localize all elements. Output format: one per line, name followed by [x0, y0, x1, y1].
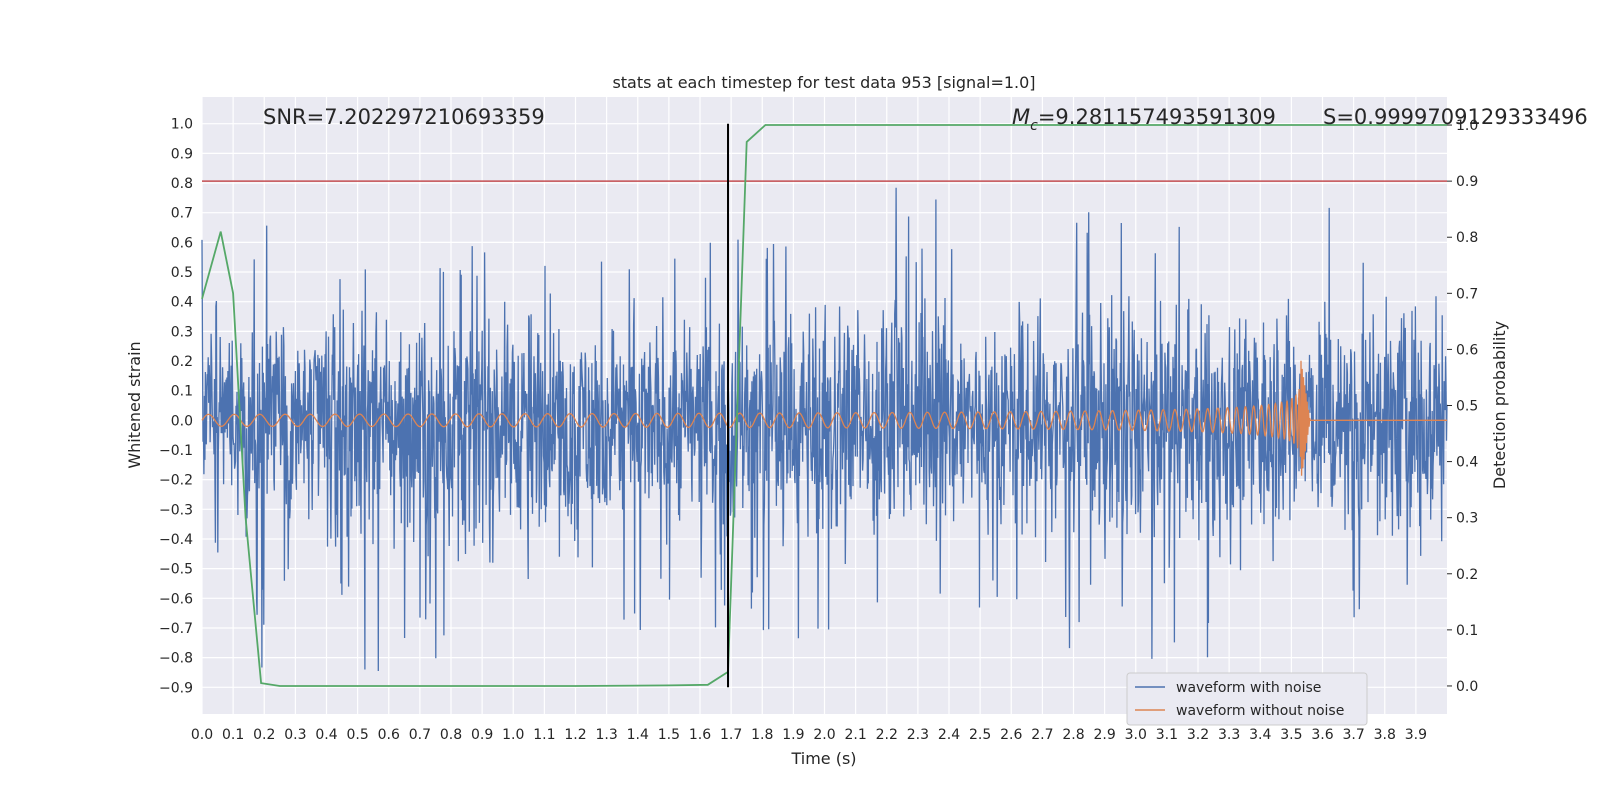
- x-tick-label: 3.7: [1342, 727, 1364, 743]
- y-tick-label-right: 0.0: [1456, 679, 1478, 695]
- y-tick-label-left: −0.5: [159, 562, 193, 578]
- x-tick-label: 2.0: [813, 727, 835, 743]
- x-tick-label: 2.3: [907, 727, 929, 743]
- x-tick-label: 2.4: [938, 727, 960, 743]
- chirp-mass-value: =9.281157493591309: [1038, 105, 1276, 129]
- x-tick-label: 3.1: [1156, 727, 1178, 743]
- x-tick-label: 1.1: [533, 727, 555, 743]
- y-tick-label-right: 0.8: [1456, 230, 1478, 246]
- y-tick-label-left: −0.6: [159, 591, 193, 607]
- y-tick-label-left: 0.8: [171, 176, 193, 192]
- series-layer: [201, 123, 1448, 688]
- x-tick-label: 1.2: [564, 727, 586, 743]
- y-tick-label-left: −0.9: [159, 680, 193, 696]
- x-tick-label: 0.0: [191, 727, 213, 743]
- x-tick-label: 3.9: [1405, 727, 1427, 743]
- y-tick-label-left: −0.7: [159, 621, 193, 637]
- x-tick-label: 1.3: [595, 727, 617, 743]
- chirp-mass-annotation: Mc=9.281157493591309: [1012, 105, 1276, 134]
- x-tick-label: 2.5: [969, 727, 991, 743]
- x-tick-label: 3.8: [1374, 727, 1396, 743]
- x-tick-label: 0.2: [253, 727, 275, 743]
- y-tick-label-left: 0.3: [171, 324, 193, 340]
- x-tick-label: 0.9: [471, 727, 493, 743]
- y-tick-label-left: −0.8: [159, 651, 193, 667]
- y-tick-label-left: −0.3: [159, 502, 193, 518]
- legend-label-waveform-with-noise: waveform with noise: [1176, 680, 1321, 696]
- legend: waveform with noise waveform without noi…: [1126, 672, 1368, 726]
- y-tick-label-right: 0.7: [1456, 286, 1478, 302]
- y-tick-label-right: 1.0: [1456, 118, 1478, 134]
- y-tick-label-left: −0.2: [159, 473, 193, 489]
- x-tick-label: 0.1: [222, 727, 244, 743]
- x-tick-label: 0.4: [315, 727, 337, 743]
- x-tick-label: 0.7: [409, 727, 431, 743]
- chirp-mass-subscript: c: [1030, 118, 1038, 134]
- x-tick-label: 1.8: [751, 727, 773, 743]
- y-tick-label-left: 0.5: [171, 265, 193, 281]
- x-tick-label: 2.9: [1093, 727, 1115, 743]
- x-tick-label: 1.7: [720, 727, 742, 743]
- y-axis-label-left: Whitened strain: [125, 341, 144, 468]
- x-tick-label: 3.0: [1125, 727, 1147, 743]
- y-tick-label-right: 0.5: [1456, 399, 1478, 415]
- y-tick-label-right: 0.1: [1456, 623, 1478, 639]
- y-axis-right-ticks: 1.0 0.9 0.8 0.7 0.6 0.5 0.4 0.3 0.2 0.1 0.0: [1447, 118, 1478, 695]
- x-tick-label: 2.2: [876, 727, 898, 743]
- y-tick-label-right: 0.9: [1456, 174, 1478, 190]
- x-tick-label: 2.1: [844, 727, 866, 743]
- series-waveform-with-noise: [201, 187, 1448, 672]
- y-tick-label-left: 0.0: [171, 413, 193, 429]
- x-tick-label: 3.3: [1218, 727, 1240, 743]
- x-tick-label: 2.8: [1062, 727, 1084, 743]
- x-tick-label: 1.0: [502, 727, 524, 743]
- x-tick-label: 0.8: [440, 727, 462, 743]
- y-axis-label-right: Detection probability: [1490, 321, 1509, 489]
- x-axis-ticks: 0.0 0.1 0.2 0.3 0.4 0.5 0.6 0.7 0.8 0.9 1.0 1.1 1.2 1…: [191, 727, 1427, 743]
- x-tick-label: 2.7: [1031, 727, 1053, 743]
- x-tick-label: 1.5: [658, 727, 680, 743]
- x-tick-label: 0.5: [346, 727, 368, 743]
- y-tick-label-right: 0.6: [1456, 342, 1478, 358]
- x-axis-label: Time (s): [790, 749, 856, 768]
- y-tick-label-left: 0.1: [171, 384, 193, 400]
- y-tick-label-right: 0.4: [1456, 455, 1478, 471]
- y-tick-label-left: −0.4: [159, 532, 193, 548]
- score-annotation: S=0.9999709129333496: [1323, 105, 1588, 129]
- y-axis-left-ticks: 1.0 0.9 0.8 0.7 0.6 0.5 0.4 0.3 0.2 0.1 0.0 −0.1 −0.…: [159, 117, 193, 697]
- x-tick-label: 1.9: [782, 727, 804, 743]
- x-tick-label: 3.2: [1187, 727, 1209, 743]
- x-tick-label: 2.6: [1000, 727, 1022, 743]
- y-tick-label-left: −0.1: [159, 443, 193, 459]
- chirp-mass-symbol: M: [1012, 105, 1030, 129]
- y-tick-label-left: 0.7: [171, 206, 193, 222]
- y-tick-label-right: 0.3: [1456, 511, 1478, 527]
- x-tick-label: 3.6: [1311, 727, 1333, 743]
- y-tick-label-left: 0.2: [171, 354, 193, 370]
- y-tick-label-left: 0.9: [171, 146, 193, 162]
- y-tick-label-right: 0.2: [1456, 567, 1478, 583]
- y-tick-label-left: 0.4: [171, 295, 193, 311]
- x-tick-label: 3.4: [1249, 727, 1271, 743]
- legend-label-waveform-without-noise: waveform without noise: [1176, 703, 1344, 719]
- x-tick-label: 0.3: [284, 727, 306, 743]
- y-tick-label-left: 1.0: [171, 117, 193, 133]
- x-tick-label: 1.6: [689, 727, 711, 743]
- legend-box: [1126, 672, 1368, 726]
- y-tick-label-left: 0.6: [171, 235, 193, 251]
- chart-title: stats at each timestep for test data 953…: [612, 73, 1035, 92]
- series-detection-probability: [201, 124, 1447, 687]
- x-tick-label: 1.4: [627, 727, 649, 743]
- snr-annotation: SNR=7.202297210693359: [263, 105, 545, 129]
- x-tick-label: 0.6: [378, 727, 400, 743]
- series-waveform-without-noise: [201, 360, 1447, 476]
- x-tick-label: 3.5: [1280, 727, 1302, 743]
